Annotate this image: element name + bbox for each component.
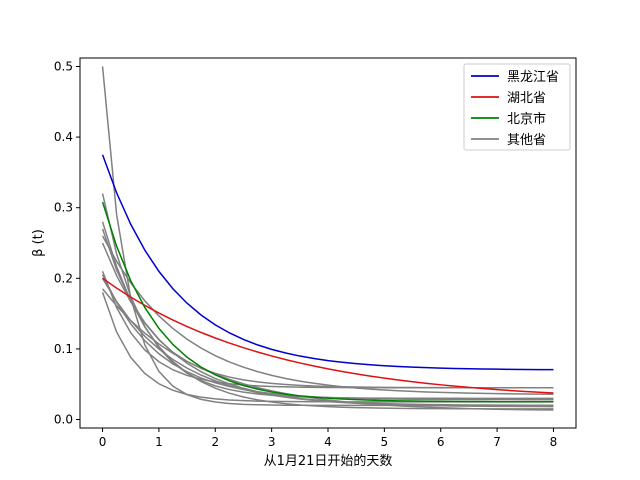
- legend-label: 黑龙江省: [507, 70, 559, 85]
- y-tick-label: 0.4: [54, 130, 73, 144]
- series-line-0: [101, 154, 554, 371]
- series-line-1: [102, 277, 554, 394]
- x-tick-label: 2: [211, 435, 219, 449]
- x-axis: 0 1 2 3 4 5 6 7 8: [99, 428, 558, 449]
- y-tick-label: 0.2: [54, 271, 73, 285]
- x-tick-label: 6: [437, 435, 445, 449]
- x-tick-label: 5: [381, 435, 389, 449]
- y-axis-label: β (t): [31, 229, 46, 257]
- x-tick-label: 3: [268, 435, 276, 449]
- y-axis: 0.0 0.1 0.2 0.3 0.4 0.5: [54, 59, 80, 427]
- x-tick-label: 8: [550, 435, 558, 449]
- x-tick-label: 1: [155, 435, 163, 449]
- x-tick-label: 0: [99, 435, 107, 449]
- x-axis-label: 从1月21日开始的天数: [264, 453, 393, 469]
- legend-frame: [463, 63, 571, 151]
- y-tick-label: 0.0: [54, 413, 73, 427]
- series-line-12: [101, 288, 554, 411]
- legend-label: 湖北省: [507, 91, 546, 106]
- series-line-2: [101, 201, 554, 403]
- x-tick-label: 4: [324, 435, 332, 449]
- y-tick-label: 0.1: [54, 342, 73, 356]
- x-tick-label: 7: [493, 435, 501, 449]
- y-tick-label: 0.5: [54, 59, 73, 73]
- series-layer: [101, 66, 554, 411]
- series-line-7: [101, 235, 554, 395]
- legend-label: 北京市: [507, 111, 546, 127]
- y-tick-label: 0.3: [54, 201, 73, 215]
- legend-label: 其他省: [507, 133, 546, 148]
